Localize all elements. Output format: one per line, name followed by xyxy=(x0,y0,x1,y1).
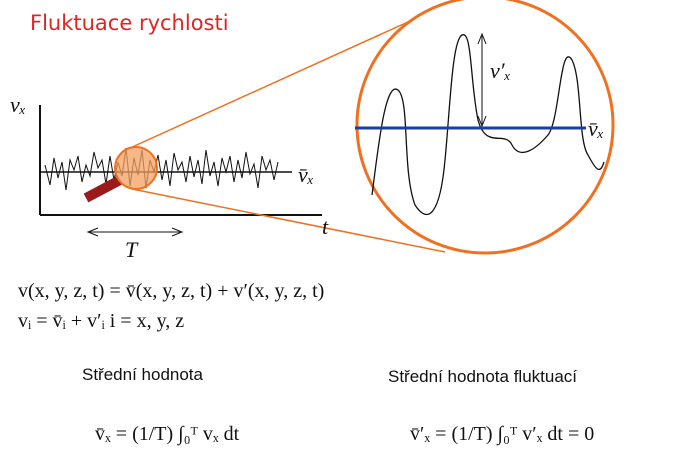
time-label: t xyxy=(322,214,329,239)
arrow-heads xyxy=(86,227,184,237)
section-heading: Střední hodnota fluktuací xyxy=(388,367,577,386)
signal xyxy=(44,147,279,191)
equation: vᵢ = v̄ᵢ + v′ᵢ i = x, y, z xyxy=(18,310,184,332)
zoom-circle xyxy=(355,0,615,255)
arrow-heads xyxy=(477,32,487,128)
zoom-mean-label: v̄ₓ xyxy=(588,116,604,141)
zoom-line xyxy=(129,11,431,149)
equation: v(x, y, z, t) = v̄(x, y, z, t) + v′(x, y… xyxy=(18,280,324,302)
period-label: T xyxy=(125,237,139,262)
y-axis-label: vₓ xyxy=(10,92,26,117)
signal-plot xyxy=(39,105,322,216)
formula: v̄′ₓ = (1/T) ∫₀ᵀ v′ₓ dt = 0 xyxy=(410,423,594,446)
magnifier xyxy=(114,146,158,190)
title: Fluktuace rychlosti xyxy=(30,11,229,35)
magnifier-handle xyxy=(83,175,123,203)
zoom-signal xyxy=(371,34,605,216)
fluctuation-label: v′ₓ xyxy=(490,58,511,83)
formula: v̄ₓ = (1/T) ∫₀ᵀ vₓ dt xyxy=(95,423,240,446)
mean-label: v̄ₓ xyxy=(298,162,314,187)
section-heading: Střední hodnota xyxy=(82,365,204,384)
zoom-line xyxy=(131,188,446,253)
